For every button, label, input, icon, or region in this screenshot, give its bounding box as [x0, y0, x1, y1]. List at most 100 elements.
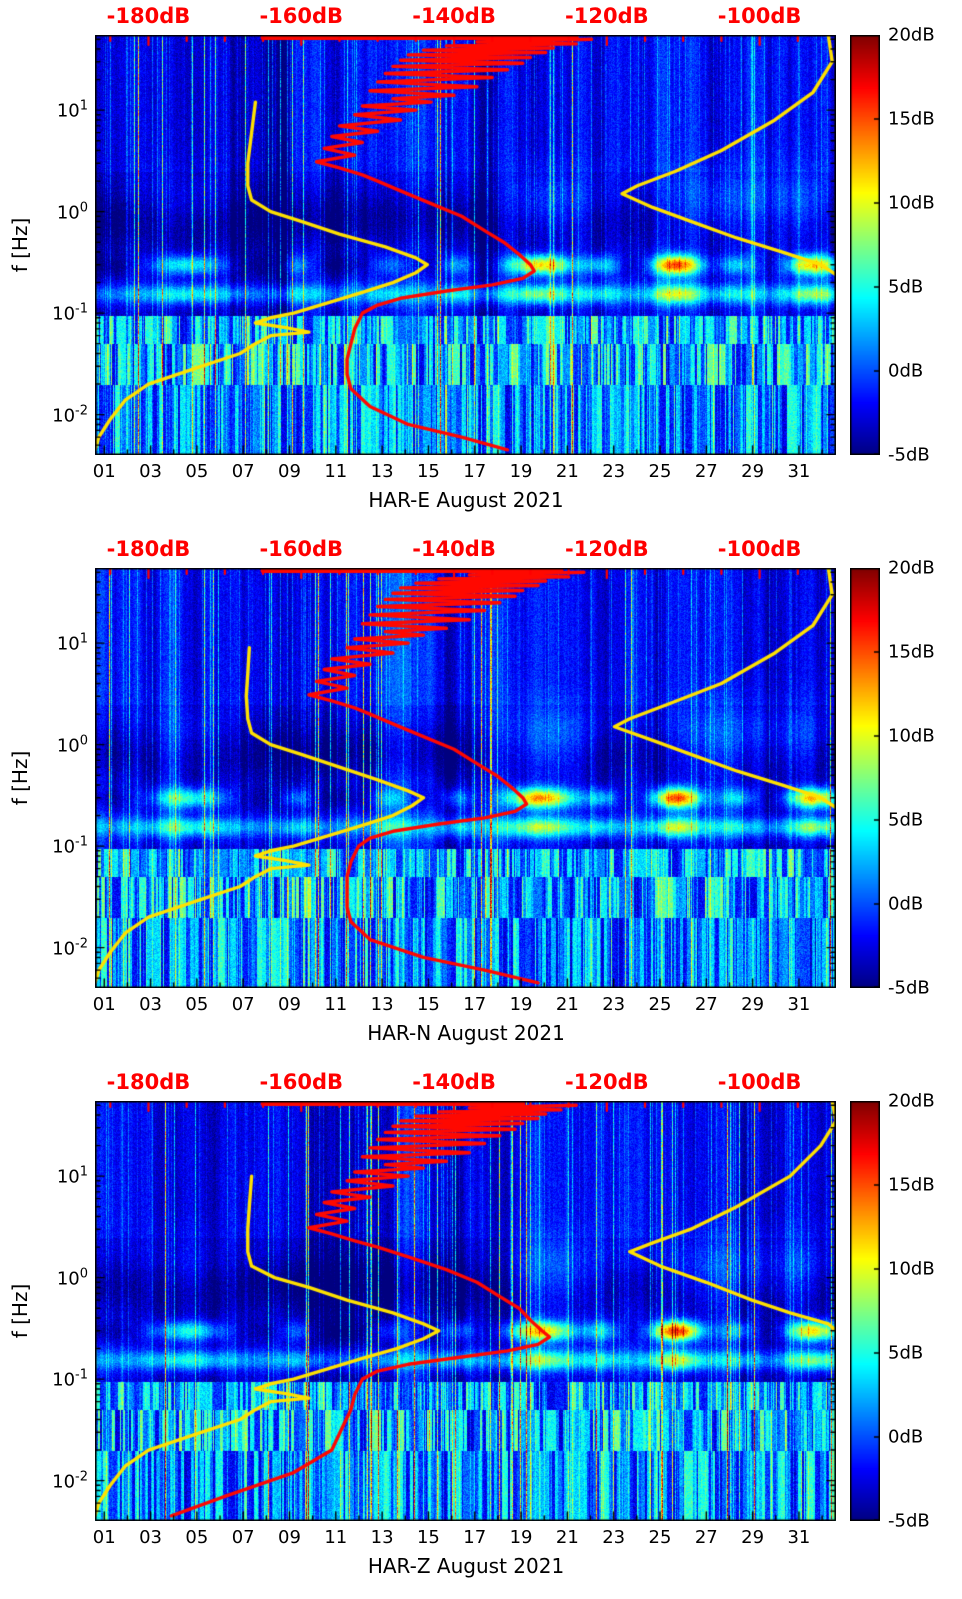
colorbar-tick-label: 5dB — [888, 809, 924, 831]
y-tick-label: 100 — [56, 200, 88, 224]
top-db-axis-tick-label: -180dB — [106, 4, 191, 28]
x-tick-label: 09 — [278, 461, 301, 482]
x-tick-label: 13 — [370, 1527, 394, 1548]
colorbar-tick-label: 0dB — [888, 1426, 924, 1448]
x-tick-label: 19 — [509, 461, 533, 482]
y-tick-label: 101 — [56, 1164, 88, 1188]
x-tick-label: 21 — [555, 1527, 579, 1548]
x-tick-label: 25 — [648, 461, 672, 482]
top-db-axis-tick-label: -180dB — [106, 1070, 191, 1094]
axes-and-curves-canvas — [95, 35, 836, 455]
y-tick-label: 10-1 — [52, 301, 88, 325]
x-tick-label: 25 — [648, 994, 672, 1015]
x-tick-label: 27 — [694, 994, 718, 1015]
top-db-axis-tick-label: -120dB — [565, 537, 649, 561]
colorbar-tick-label: 20dB — [888, 24, 935, 46]
x-tick-label: 01 — [92, 994, 116, 1015]
axes-and-curves-canvas — [95, 1101, 836, 1521]
colorbar-tick-label: 20dB — [888, 1090, 935, 1112]
panel-har-e: f [Hz] HAR-E August 2021 -180dB -160dB -14… — [0, 0, 962, 533]
x-tick-label: 17 — [463, 461, 487, 482]
x-tick-label: 23 — [602, 1527, 626, 1548]
x-tick-label: 15 — [416, 461, 440, 482]
x-tick-label: 05 — [185, 461, 209, 482]
x-tick-label: 11 — [324, 994, 348, 1015]
x-tick-label: 05 — [185, 1527, 209, 1548]
panel-har-z: f [Hz] HAR-Z August 2021 -180dB -160dB -14… — [0, 1066, 962, 1599]
top-db-axis-tick-label: -120dB — [565, 4, 649, 28]
colorbar-tick-label: 15dB — [888, 641, 935, 663]
x-tick-label: 09 — [278, 1527, 301, 1548]
x-tick-label: 27 — [694, 461, 718, 482]
x-tick-label: 25 — [648, 1527, 672, 1548]
colorbar-tick-label: 10dB — [888, 192, 935, 214]
colorbar-tick-label: 15dB — [888, 108, 935, 130]
x-tick-label: 17 — [463, 1527, 487, 1548]
x-tick-label: 31 — [787, 1527, 811, 1548]
y-axis-label: f [Hz] — [8, 1283, 32, 1339]
x-tick-label: 23 — [602, 461, 626, 482]
x-tick-label: 03 — [139, 461, 163, 482]
x-tick-label: 21 — [555, 994, 579, 1015]
colorbar-tick-label: 5dB — [888, 1342, 924, 1364]
x-tick-label: 15 — [416, 1527, 440, 1548]
y-tick-label: 10-2 — [52, 936, 88, 960]
x-tick-label: 09 — [278, 994, 301, 1015]
x-tick-label: 19 — [509, 994, 533, 1015]
x-tick-label: 17 — [463, 994, 487, 1015]
top-db-axis-tick-label: -100dB — [717, 537, 802, 561]
top-db-axis-tick-label: -120dB — [565, 1070, 649, 1094]
x-tick-label: 03 — [139, 994, 163, 1015]
colorbar-tick-label: 15dB — [888, 1174, 935, 1196]
x-tick-label: 19 — [509, 1527, 533, 1548]
top-db-axis-tick-label: -100dB — [717, 1070, 802, 1094]
y-tick-label: 101 — [56, 98, 88, 122]
y-tick-label: 100 — [56, 733, 88, 757]
colorbar-tick-label: 0dB — [888, 893, 924, 915]
x-tick-label: 03 — [139, 1527, 163, 1548]
colorbar — [850, 1101, 880, 1521]
colorbar — [850, 35, 880, 455]
x-tick-label: 07 — [231, 994, 255, 1015]
y-tick-label: 10-2 — [52, 1469, 88, 1493]
x-tick-label: 13 — [370, 994, 394, 1015]
x-tick-label: 01 — [92, 1527, 116, 1548]
x-tick-label: 05 — [185, 994, 209, 1015]
y-tick-label: 10-1 — [52, 834, 88, 858]
top-db-axis-tick-label: -180dB — [106, 537, 191, 561]
x-tick-label: 23 — [602, 994, 626, 1015]
colorbar-tick-label: -5dB — [888, 1510, 930, 1532]
x-tick-label: 11 — [324, 1527, 348, 1548]
x-tick-label: 29 — [741, 994, 765, 1015]
y-tick-label: 101 — [56, 631, 88, 655]
x-tick-label: 15 — [416, 994, 440, 1015]
top-db-axis-tick-label: -140dB — [412, 4, 496, 28]
axes-and-curves-canvas — [95, 568, 836, 988]
colorbar-tick-label: 20dB — [888, 557, 935, 579]
colorbar-tick-label: 10dB — [888, 725, 935, 747]
x-tick-label: 07 — [231, 1527, 255, 1548]
top-db-axis-tick-label: -160dB — [259, 537, 344, 561]
colorbar-tick-label: -5dB — [888, 444, 930, 466]
y-tick-label: 10-1 — [52, 1367, 88, 1391]
panel-har-n: f [Hz] HAR-N August 2021 -180dB -160dB -14… — [0, 533, 962, 1066]
colorbar-tick-label: 0dB — [888, 360, 924, 382]
top-db-axis-tick-label: -140dB — [412, 537, 496, 561]
colorbar — [850, 568, 880, 988]
x-tick-label: 31 — [787, 994, 811, 1015]
x-tick-label: 29 — [741, 461, 765, 482]
panel-title: HAR-Z August 2021 — [367, 1554, 565, 1578]
x-tick-label: 27 — [694, 1527, 718, 1548]
x-tick-label: 01 — [92, 461, 116, 482]
x-tick-label: 21 — [555, 461, 579, 482]
x-tick-label: 31 — [787, 461, 811, 482]
y-axis-label: f [Hz] — [8, 217, 32, 273]
y-tick-label: 10-2 — [52, 403, 88, 427]
colorbar-tick-label: -5dB — [888, 977, 930, 999]
y-axis-label: f [Hz] — [8, 750, 32, 806]
colorbar-tick-label: 10dB — [888, 1258, 935, 1280]
top-db-axis-tick-label: -100dB — [717, 4, 802, 28]
top-db-axis-tick-label: -140dB — [412, 1070, 496, 1094]
top-db-axis-tick-label: -160dB — [259, 4, 344, 28]
